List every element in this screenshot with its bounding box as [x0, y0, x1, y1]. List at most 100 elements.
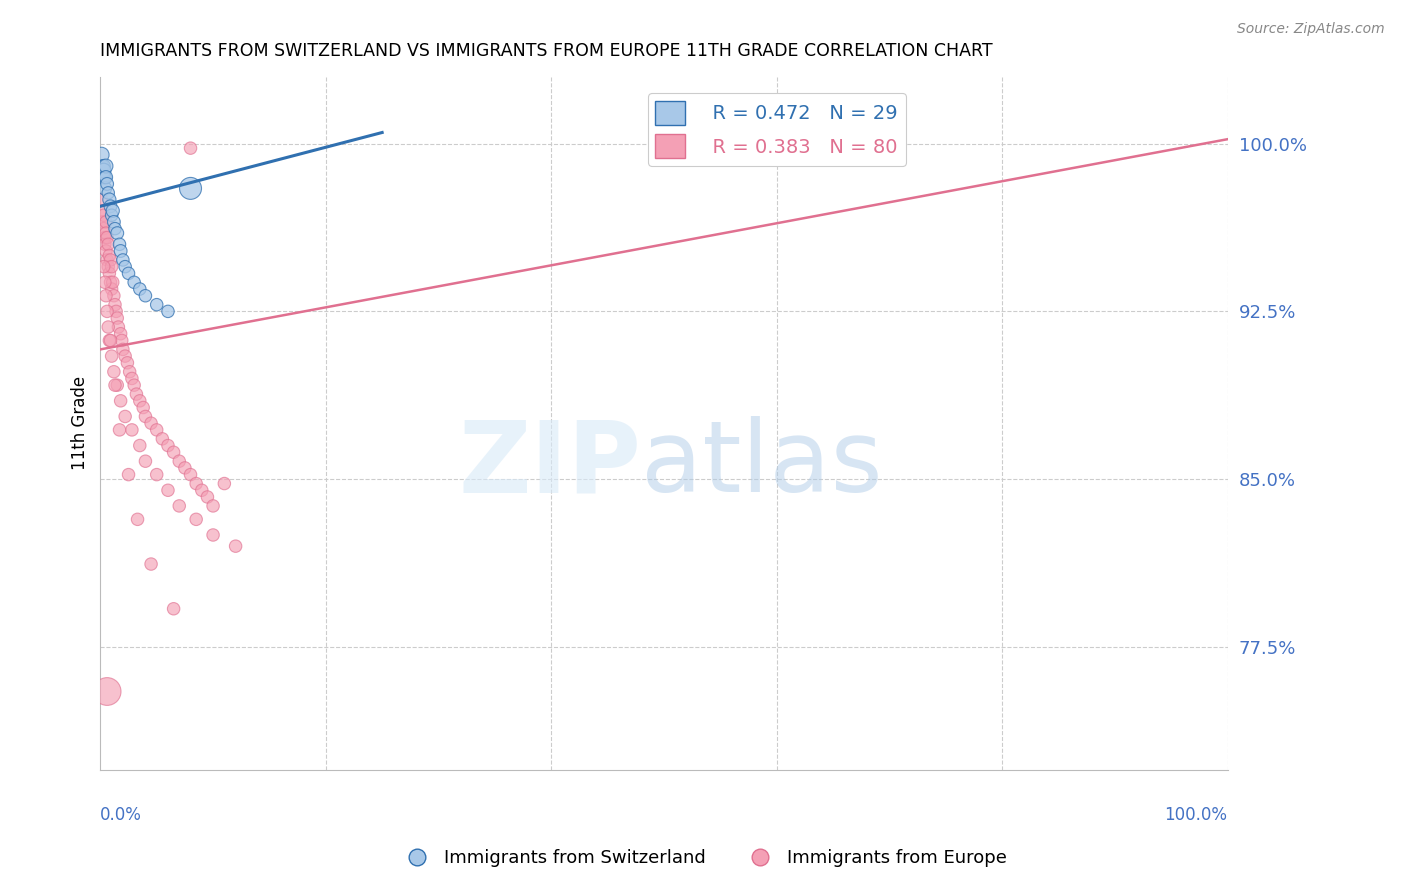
Point	[150, 432, 173, 446]
Point	[100, 349, 122, 363]
Text: IMMIGRANTS FROM SWITZERLAND VS IMMIGRANTS FROM EUROPE 11TH GRADE CORRELATION CHA: IMMIGRANTS FROM SWITZERLAND VS IMMIGRANT…	[100, 42, 993, 60]
Point	[93, 159, 115, 173]
Point	[110, 326, 132, 341]
Point	[100, 282, 122, 296]
Point	[145, 298, 167, 312]
Point	[103, 289, 125, 303]
Point	[94, 215, 117, 229]
Point	[114, 409, 136, 424]
Point	[94, 226, 117, 240]
Point	[156, 304, 179, 318]
Point	[96, 252, 118, 267]
Point	[121, 423, 143, 437]
Point	[180, 141, 202, 155]
Point	[197, 490, 219, 504]
Point	[93, 260, 115, 274]
Point	[117, 356, 139, 370]
Text: 100.0%: 100.0%	[1164, 805, 1227, 824]
Point	[174, 461, 197, 475]
Point	[97, 260, 120, 274]
Point	[96, 177, 118, 191]
Point	[162, 601, 184, 615]
Point	[139, 557, 162, 571]
Point	[100, 275, 122, 289]
Point	[100, 252, 122, 267]
Point	[105, 304, 128, 318]
Point	[125, 387, 148, 401]
Point	[103, 365, 125, 379]
Point	[128, 282, 150, 296]
Text: Source: ZipAtlas.com: Source: ZipAtlas.com	[1237, 22, 1385, 37]
Point	[98, 193, 121, 207]
Point	[134, 289, 156, 303]
Point	[108, 237, 131, 252]
Point	[90, 193, 112, 207]
Point	[128, 393, 150, 408]
Point	[167, 454, 190, 468]
Point	[145, 467, 167, 482]
Point	[145, 423, 167, 437]
Point	[94, 170, 117, 185]
Point	[96, 684, 118, 698]
Point	[101, 203, 124, 218]
Point	[128, 438, 150, 452]
Point	[132, 401, 155, 415]
Point	[111, 343, 134, 357]
Point	[94, 170, 117, 185]
Point	[105, 226, 128, 240]
Point	[156, 438, 179, 452]
Y-axis label: 11th Grade: 11th Grade	[72, 376, 89, 470]
Text: atlas: atlas	[641, 417, 883, 513]
Point	[118, 365, 141, 379]
Point	[180, 467, 202, 482]
Point	[104, 378, 127, 392]
Point	[111, 252, 134, 267]
Point	[114, 260, 136, 274]
Point	[186, 512, 208, 526]
Point	[98, 266, 121, 280]
Point	[93, 221, 115, 235]
Text: 0.0%: 0.0%	[100, 805, 142, 824]
Point	[127, 512, 149, 526]
Point	[91, 170, 114, 185]
Point	[98, 248, 121, 262]
Point	[94, 275, 117, 289]
Point	[134, 454, 156, 468]
Point	[100, 260, 122, 274]
Point	[107, 320, 129, 334]
Point	[94, 244, 117, 258]
Point	[93, 208, 115, 222]
Point	[105, 378, 128, 392]
Point	[97, 320, 120, 334]
Point	[108, 423, 131, 437]
Point	[94, 181, 117, 195]
Point	[110, 244, 132, 258]
Point	[139, 416, 162, 430]
Point	[202, 499, 225, 513]
Point	[96, 230, 118, 244]
Point	[104, 221, 127, 235]
Legend: Immigrants from Switzerland, Immigrants from Europe: Immigrants from Switzerland, Immigrants …	[392, 842, 1014, 874]
Point	[162, 445, 184, 459]
Point	[103, 215, 125, 229]
Point	[117, 467, 139, 482]
Point	[180, 181, 202, 195]
Point	[94, 230, 117, 244]
Point	[117, 266, 139, 280]
Point	[167, 499, 190, 513]
Point	[91, 215, 114, 229]
Text: ZIP: ZIP	[458, 417, 641, 513]
Point	[91, 159, 114, 173]
Point	[97, 237, 120, 252]
Point	[111, 334, 134, 348]
Point	[98, 334, 121, 348]
Point	[134, 409, 156, 424]
Point	[214, 476, 236, 491]
Point	[105, 311, 128, 326]
Point	[202, 528, 225, 542]
Legend:   R = 0.472   N = 29,   R = 0.383   N = 80: R = 0.472 N = 29, R = 0.383 N = 80	[648, 94, 905, 166]
Point	[121, 371, 143, 385]
Point	[191, 483, 214, 498]
Point	[186, 476, 208, 491]
Point	[100, 199, 122, 213]
